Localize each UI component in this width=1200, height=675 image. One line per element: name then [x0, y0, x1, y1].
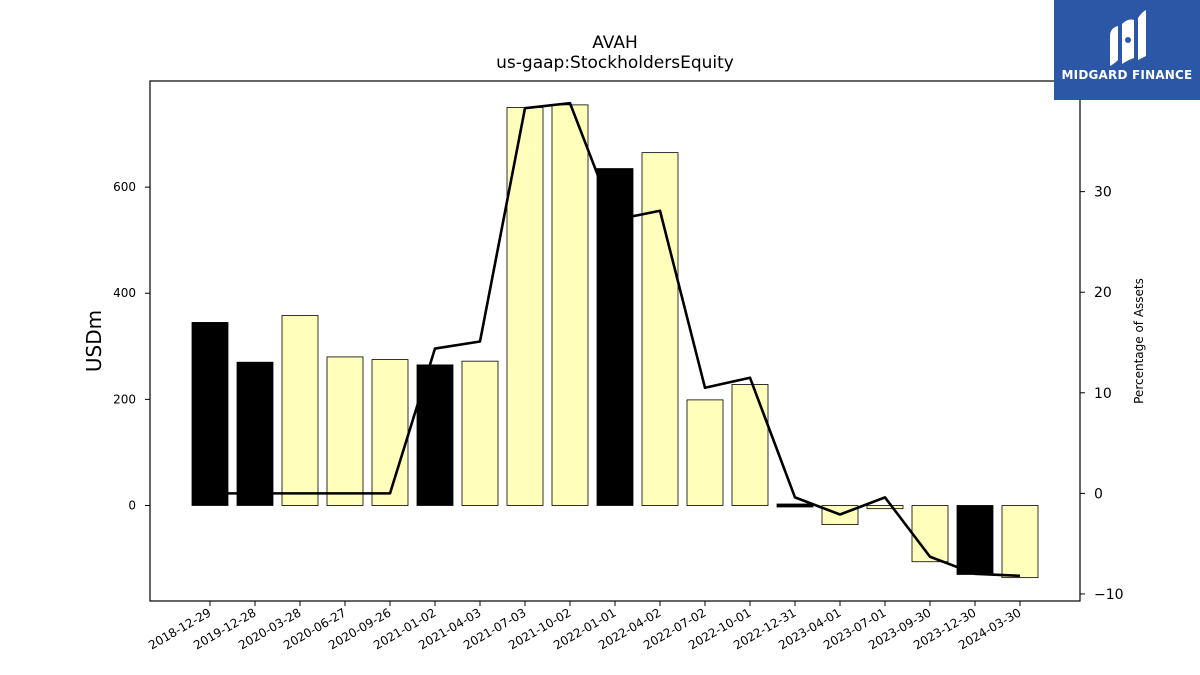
y-tick-label: 600: [113, 180, 136, 194]
bar-2019-12-28: [236, 361, 274, 506]
percentage-line: [210, 101, 1021, 578]
midgard-logo-icon: [1110, 10, 1146, 66]
y2-tick-label: −10: [1094, 587, 1124, 603]
bar-2022-04-02: [641, 152, 679, 506]
bar-series: [191, 104, 1039, 579]
bar-2022-07-02: [686, 399, 724, 506]
y2-axis-ticks: −10 0 10 20 30: [1080, 185, 1124, 603]
y2-tick-label: 10: [1094, 386, 1112, 402]
bar-2021-10-02: [551, 104, 589, 506]
y2-tick-label: 0: [1094, 486, 1103, 502]
y-axis-label: USDm: [82, 310, 106, 372]
bar-2022-10-01: [731, 384, 769, 506]
bar-2020-06-27: [326, 356, 364, 506]
bar-2023-09-30: [911, 505, 949, 563]
y2-axis-label: Percentage of Assets: [1132, 278, 1146, 404]
line-series: [210, 101, 1021, 578]
bar-2022-01-01: [596, 168, 634, 506]
bar-2024-03-30: [1001, 505, 1039, 579]
logo-text: MIDGARD FINANCE: [1061, 68, 1193, 82]
y-tick-label: 200: [113, 392, 136, 406]
x-axis-ticks: 2018-12-292019-12-282020-03-282020-06-27…: [146, 601, 1024, 652]
y2-tick-label: 30: [1094, 185, 1112, 201]
bar-2023-12-30: [956, 505, 994, 575]
y-tick-label: 400: [113, 286, 136, 300]
bar-2022-12-31: [776, 503, 814, 508]
chart-subtitle: us-gaap:StockholdersEquity: [496, 53, 734, 73]
bar-2020-03-28: [281, 315, 319, 506]
bar-2018-12-29: [191, 322, 229, 506]
y2-tick-label: 20: [1094, 285, 1112, 301]
y-axis-ticks: 0 200 400 600: [113, 180, 150, 512]
bar-2020-09-26: [371, 359, 409, 506]
midgard-finance-logo: MIDGARD FINANCE: [1054, 0, 1200, 100]
bar-2023-07-01: [866, 505, 904, 510]
y-tick-label: 0: [128, 498, 136, 512]
bar-2021-04-03: [461, 360, 499, 506]
chart-title: AVAH: [592, 33, 638, 53]
